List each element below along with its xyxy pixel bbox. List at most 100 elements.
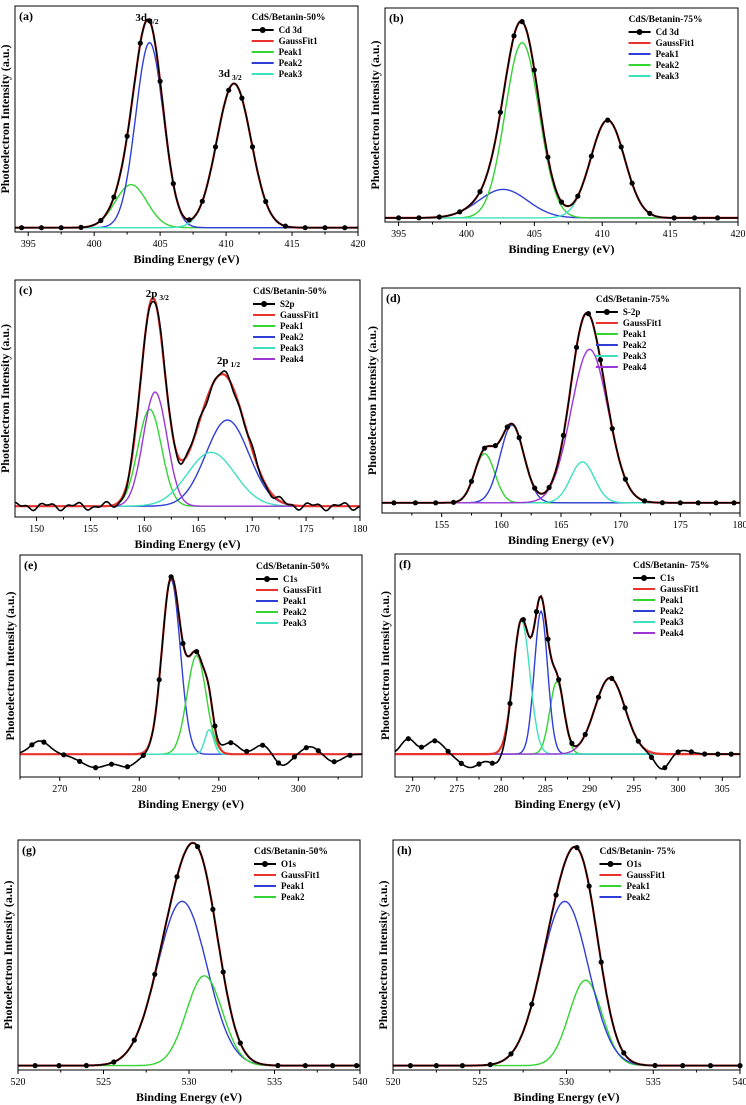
data-point	[275, 760, 282, 766]
data-point	[688, 749, 694, 755]
data-point	[662, 765, 668, 771]
x-tick-label: 530	[559, 1077, 574, 1088]
data-point	[586, 883, 592, 889]
legend-entry: Peak1	[660, 595, 684, 605]
data-point	[108, 761, 115, 767]
legend-entry: Peak2	[279, 58, 303, 68]
series-peak1	[20, 578, 362, 755]
series-gaussfit	[15, 296, 360, 508]
data-point	[529, 1001, 535, 1007]
legend-title: CdS/Betanin-50%	[252, 13, 326, 23]
x-tick-label: 180	[353, 524, 368, 535]
data-point	[597, 357, 604, 363]
data-point	[622, 705, 628, 711]
series-gaussfit	[15, 18, 358, 229]
x-tick-label: 415	[285, 239, 300, 250]
data-point	[140, 752, 146, 759]
x-tick-label: 540	[733, 1077, 746, 1088]
data-point	[482, 445, 488, 451]
x-tick-label: 300	[291, 784, 306, 795]
x-tick-label: 160	[494, 520, 509, 531]
legend-entry: GaussFit1	[279, 36, 319, 46]
data-point	[573, 344, 580, 350]
legend-title: CdS/Betanin-50%	[254, 847, 328, 857]
data-point	[635, 738, 641, 744]
data-point	[239, 95, 245, 101]
data-point	[605, 117, 611, 123]
y-axis-label: Photoelectron Intensity (a.u.)	[376, 880, 390, 1029]
data-point	[707, 1063, 714, 1069]
legend-entry: GaussFit1	[280, 310, 320, 320]
legend-entry: Peak4	[660, 628, 684, 638]
series-gaussfit	[20, 575, 362, 756]
x-tick-label: 395	[21, 239, 36, 250]
data-point	[659, 500, 666, 506]
data-point	[56, 1063, 62, 1069]
panel-letter: (g)	[22, 843, 36, 857]
y-axis-label: Photoelectron Intensity (a.u.)	[1, 880, 15, 1029]
data-point	[504, 424, 510, 430]
peak-annotation: 2p 1/2	[217, 355, 240, 369]
data-point	[416, 215, 422, 221]
data-point	[237, 1040, 243, 1046]
legend-entry: Peak3	[283, 618, 307, 628]
panel-letter: (c)	[19, 283, 32, 297]
x-tick-label: 280	[132, 784, 147, 795]
x-tick-label: 275	[449, 784, 464, 795]
peak-annotation-sub: 5/2	[149, 17, 159, 26]
data-point	[445, 748, 451, 754]
data-point	[124, 764, 130, 770]
data-point	[476, 761, 482, 767]
x-tick-label: 175	[673, 520, 688, 531]
legend-marker	[636, 29, 643, 35]
data-point	[391, 500, 397, 506]
data-point	[458, 760, 464, 767]
x-tick-label: 295	[626, 784, 641, 795]
series-gaussfit	[382, 311, 740, 504]
series-peak2	[393, 900, 740, 1067]
legend-entry: C1s	[660, 573, 675, 583]
data-point	[695, 500, 701, 506]
series-measured	[393, 845, 740, 1067]
x-axis-label: Binding Energy (eV)	[133, 252, 239, 266]
data-point	[641, 498, 648, 504]
data-point	[433, 1063, 439, 1069]
data-point	[41, 739, 47, 745]
legend-entry: Peak3	[623, 351, 647, 361]
panel-letter: (e)	[24, 558, 37, 572]
data-point	[436, 214, 442, 220]
x-tick-label: 285	[538, 784, 553, 795]
data-point	[432, 738, 438, 744]
data-point	[354, 1063, 360, 1069]
legend-entry: Peak2	[656, 60, 680, 70]
data-point	[459, 1063, 465, 1069]
data-point	[595, 694, 602, 700]
legend-entry: S-2p	[623, 307, 641, 317]
plot-frame	[381, 287, 741, 514]
y-axis-label: Photoelectron Intensity (a.u.)	[0, 324, 12, 473]
data-point	[170, 181, 176, 187]
legend-entry: Peak1	[283, 596, 307, 606]
legend-entry: O1s	[281, 859, 297, 869]
data-point	[78, 224, 84, 230]
data-point	[588, 153, 595, 159]
legend-entry: Peak2	[283, 607, 307, 617]
legend-entry: Peak2	[623, 340, 647, 350]
data-point	[418, 744, 425, 750]
data-point	[331, 759, 337, 765]
x-tick-label: 300	[671, 784, 686, 795]
panel-letter: (f)	[399, 557, 411, 571]
data-point	[585, 311, 592, 317]
y-axis-label: Photoelectron Intensity (a.u.)	[3, 591, 17, 740]
series-peak2	[385, 41, 738, 219]
data-point	[147, 18, 153, 24]
series-peak2	[382, 424, 740, 504]
legend-marker	[259, 27, 266, 33]
legend-entry: Peak1	[656, 49, 680, 59]
panel-letter: (d)	[386, 291, 401, 305]
legend-entry: Peak1	[281, 881, 305, 891]
legend-entry: C1s	[283, 574, 298, 584]
x-tick-label: 410	[219, 239, 234, 250]
legend-entry: GaussFit1	[656, 38, 696, 48]
x-tick-label: 270	[405, 784, 420, 795]
